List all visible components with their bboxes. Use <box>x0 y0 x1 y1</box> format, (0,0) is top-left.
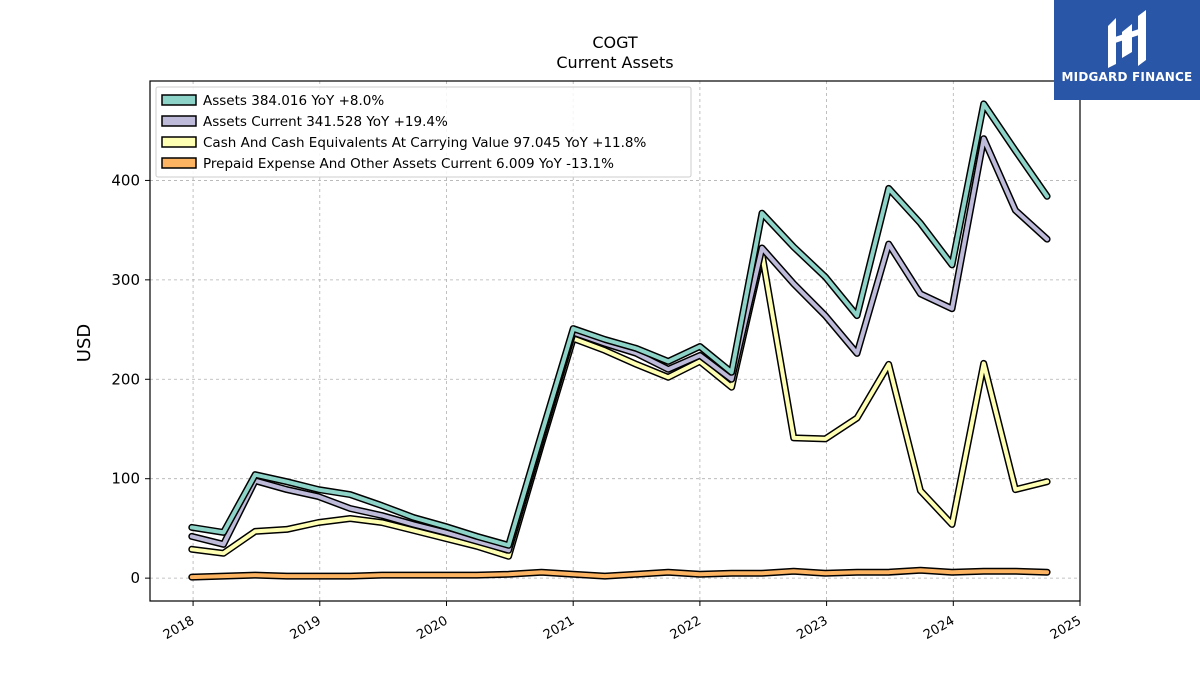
y-tick-label: 200 <box>111 370 140 388</box>
brand-name: MIDGARD FINANCE <box>1061 70 1193 84</box>
legend-swatch <box>161 157 197 169</box>
series-assets-current <box>188 135 1051 554</box>
legend: Assets 384.016 YoY +8.0% Assets Current 3… <box>155 86 692 178</box>
x-tick-label: 2020 <box>414 613 450 643</box>
y-tick-label: 300 <box>111 271 140 289</box>
legend-entry: Assets 384.016 YoY +8.0% <box>203 93 384 109</box>
series-assets <box>188 100 1051 549</box>
legend-entry: Prepaid Expense And Other Assets Current… <box>203 156 614 172</box>
legend-swatch <box>161 94 197 106</box>
y-axis-label: USD <box>74 324 95 362</box>
x-tick-label: 2023 <box>794 613 830 643</box>
x-tick-label: 2025 <box>1048 613 1084 643</box>
series-prepaid-expense-and-other-assets-current <box>188 566 1051 581</box>
y-tick-label: 400 <box>111 171 140 189</box>
chart-subtitle: Current Assets <box>556 53 673 72</box>
legend-entry: Assets Current 341.528 YoY +19.4% <box>203 114 448 130</box>
legend-box <box>155 86 692 178</box>
series-line <box>189 252 1050 559</box>
x-tick-label: 2019 <box>288 613 324 643</box>
chart-title: COGT <box>592 33 638 52</box>
legend-swatch <box>161 115 197 127</box>
series-cash-and-cash-equivalents-at-carrying-value <box>188 250 1051 560</box>
x-tick-label: 2022 <box>668 613 704 643</box>
x-tick-label: 2024 <box>921 613 957 643</box>
x-tick-label: 2021 <box>541 613 577 643</box>
legend-swatch <box>161 136 197 148</box>
plot-frame <box>149 80 1081 602</box>
series-line <box>189 101 1050 548</box>
series-line <box>189 568 1050 580</box>
y-tick-label: 100 <box>111 470 140 488</box>
legend-entry: Cash And Cash Equivalents At Carrying Va… <box>203 135 647 151</box>
midgard-logo-icon <box>1108 10 1146 68</box>
series-line <box>189 136 1050 553</box>
brand-badge: MIDGARD FINANCE <box>1054 0 1200 100</box>
series-layer <box>188 100 1051 581</box>
y-tick-label: 0 <box>130 569 140 587</box>
x-tick-label: 2018 <box>161 613 197 643</box>
